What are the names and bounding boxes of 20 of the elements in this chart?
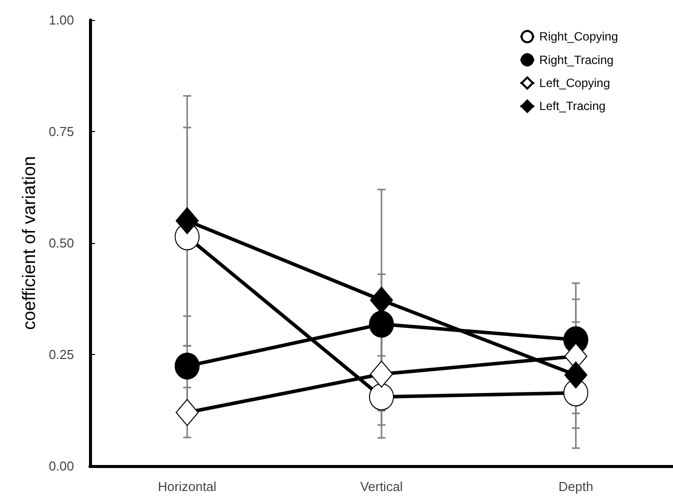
point (176, 398, 199, 426)
legend-label: Right_Copying (539, 30, 618, 44)
y-tick-label: 0.25 (48, 347, 74, 362)
y-tick-label: 0.75 (48, 124, 74, 139)
point (369, 383, 394, 410)
point (174, 352, 200, 380)
y-axis-title: coefficient of variation (18, 156, 39, 330)
point (564, 362, 588, 389)
point (176, 207, 199, 234)
x-tick-label: Horizontal (158, 479, 217, 494)
y-tick-label: 0.00 (48, 458, 74, 474)
legend-label: Left_Tracing (539, 99, 606, 114)
y-tick-label: 0.50 (48, 236, 74, 250)
point (370, 360, 393, 388)
legend-label: Left_Copying (539, 76, 610, 90)
x-tick-label: Depth (558, 479, 594, 494)
legend-label: Right_Tracing (539, 52, 614, 67)
x-tick-label: Vertical (360, 479, 403, 494)
y-tick-label: 1.00 (48, 12, 74, 28)
point (369, 310, 394, 338)
